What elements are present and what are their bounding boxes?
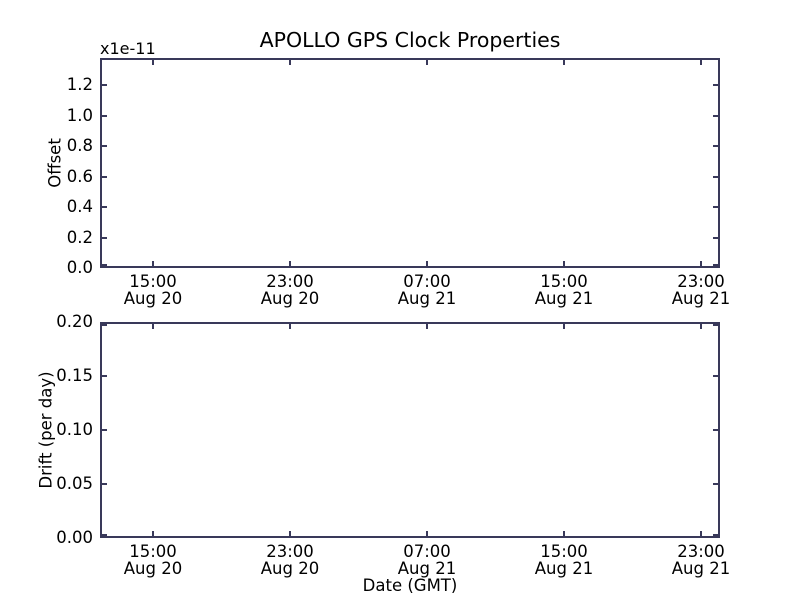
x-tick-label: 23:00 Aug 20	[261, 273, 319, 307]
tick-mark	[102, 84, 107, 86]
y-tick-label: 0.6	[66, 166, 93, 186]
y-tick-label: 0.15	[56, 365, 93, 385]
tick-mark	[563, 60, 565, 65]
x-tick-label: 07:00 Aug 21	[398, 273, 456, 307]
y-tick-label: 0.05	[56, 473, 93, 493]
y-tick-label: 0.2	[66, 227, 93, 247]
tick-mark	[713, 534, 718, 536]
x-tick-date: Aug 20	[260, 559, 320, 578]
y-tick-label: 0.10	[56, 419, 93, 439]
tick-mark	[563, 261, 565, 266]
tick-mark	[426, 60, 428, 65]
tick-mark	[102, 114, 107, 117]
y-axis-label-offset: Offset	[45, 138, 65, 188]
x-axis-label: Date (GMT)	[362, 576, 458, 595]
y-tick-label: 0.0	[66, 257, 93, 277]
tick-mark	[426, 324, 428, 329]
tick-mark	[102, 264, 107, 266]
tick-mark	[152, 531, 154, 536]
x-tick-date: Aug 20	[123, 289, 183, 308]
y-tick-label: 1.0	[66, 105, 93, 125]
y-tick-label: 0.20	[56, 311, 93, 331]
y-axis-label-drift: Drift (per day)	[36, 371, 56, 489]
tick-mark	[152, 324, 154, 329]
x-tick-time: 15:00	[540, 542, 588, 561]
x-tick-label: 15:00 Aug 21	[535, 543, 593, 577]
y-tick-label: 0.00	[56, 527, 93, 547]
tick-mark	[713, 375, 718, 377]
x-tick-label: 15:00 Aug 21	[535, 273, 593, 307]
x-tick-date: Aug 20	[123, 559, 183, 578]
chart-title: APOLLO GPS Clock Properties	[259, 28, 561, 52]
tick-mark	[713, 145, 718, 147]
x-tick-time: 07:00	[403, 272, 451, 291]
tick-mark	[713, 114, 718, 117]
x-tick-time: 23:00	[677, 272, 725, 291]
tick-mark	[102, 429, 107, 431]
x-tick-label: 23:00 Aug 20	[261, 543, 319, 577]
tick-mark	[713, 324, 718, 326]
tick-mark	[700, 60, 702, 65]
x-tick-label: 23:00 Aug 21	[672, 543, 730, 577]
tick-mark	[102, 175, 107, 178]
tick-mark	[563, 531, 565, 536]
x-tick-label: 07:00 Aug 21	[398, 543, 456, 577]
tick-mark	[289, 261, 291, 266]
tick-mark	[713, 206, 718, 208]
y-axis-multiplier-label: x1e-11	[100, 39, 156, 58]
subplot-drift	[100, 322, 720, 538]
x-tick-label: 15:00 Aug 20	[124, 273, 182, 307]
x-tick-time: 23:00	[266, 272, 314, 291]
x-tick-label: 23:00 Aug 21	[672, 273, 730, 307]
tick-mark	[102, 534, 107, 536]
tick-mark	[289, 324, 291, 329]
tick-mark	[713, 429, 718, 431]
y-tick-label: 0.4	[66, 196, 93, 216]
tick-mark	[700, 531, 702, 536]
tick-mark	[700, 324, 702, 329]
x-tick-date: Aug 21	[397, 289, 457, 308]
x-tick-date: Aug 20	[260, 289, 320, 308]
tick-mark	[563, 324, 565, 329]
x-tick-date: Aug 21	[671, 289, 731, 308]
x-tick-time: 15:00	[129, 272, 177, 291]
x-tick-time: 23:00	[677, 542, 725, 561]
tick-mark	[102, 145, 107, 147]
tick-mark	[289, 531, 291, 536]
tick-mark	[152, 60, 154, 65]
x-tick-date: Aug 21	[534, 289, 594, 308]
x-tick-date: Aug 21	[671, 559, 731, 578]
y-tick-label: 1.2	[66, 74, 93, 94]
tick-mark	[289, 60, 291, 65]
tick-mark	[102, 375, 107, 377]
tick-mark	[713, 236, 718, 239]
tick-mark	[102, 206, 107, 208]
tick-mark	[152, 261, 154, 266]
tick-mark	[102, 324, 107, 326]
tick-mark	[102, 236, 107, 239]
tick-mark	[713, 483, 718, 485]
x-tick-time: 23:00	[266, 542, 314, 561]
x-tick-time: 15:00	[129, 542, 177, 561]
tick-mark	[713, 84, 718, 86]
x-tick-time: 15:00	[540, 272, 588, 291]
tick-mark	[700, 261, 702, 266]
tick-mark	[426, 261, 428, 266]
tick-mark	[713, 175, 718, 178]
x-tick-label: 15:00 Aug 20	[124, 543, 182, 577]
tick-mark	[713, 264, 718, 266]
tick-mark	[102, 483, 107, 485]
y-tick-label: 0.8	[66, 135, 93, 155]
tick-mark	[426, 531, 428, 536]
x-tick-time: 07:00	[403, 542, 451, 561]
x-tick-date: Aug 21	[397, 559, 457, 578]
subplot-offset	[100, 58, 720, 268]
x-tick-date: Aug 21	[534, 559, 594, 578]
